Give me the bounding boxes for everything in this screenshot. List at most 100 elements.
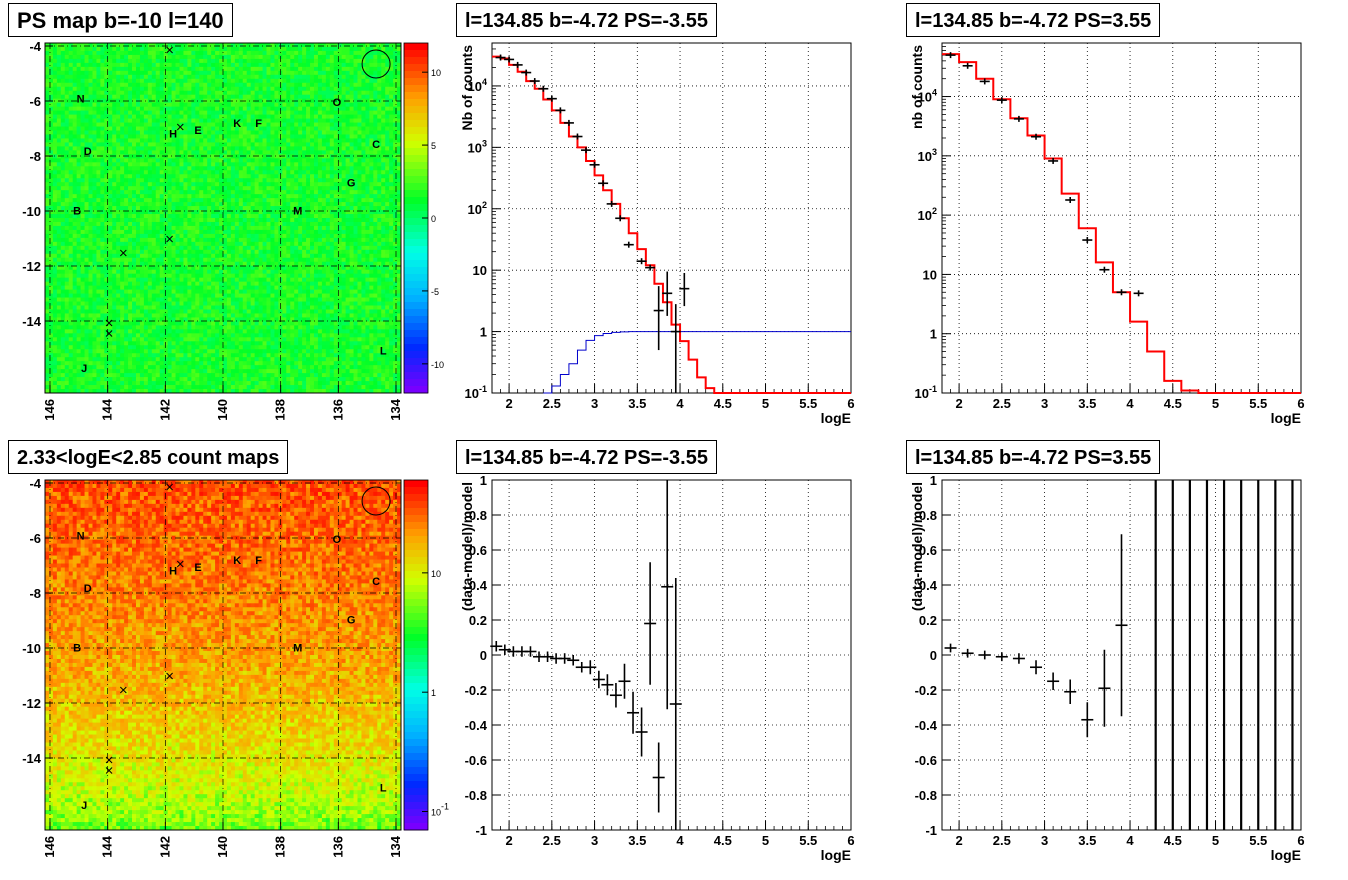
heatmap-cell [255,138,259,142]
heatmap-cell [183,59,187,63]
heatmap-cell [235,206,239,210]
heatmap-cell [203,214,207,218]
heatmap-cell [282,111,286,115]
heatmap-cell [270,230,274,234]
heatmap-cell [231,154,235,158]
heatmap-cell [85,170,89,174]
heatmap-cell [61,47,65,51]
heatmap-cell [365,258,369,262]
heatmap-cell [49,107,53,111]
heatmap-cell [270,134,274,138]
heatmap-cell [373,127,377,131]
heatmap-cell [393,154,397,158]
heatmap-cell [286,222,290,226]
heatmap-cell [92,234,96,238]
heatmap-cell [357,182,361,186]
heatmap-cell [223,182,227,186]
heatmap-cell [116,254,120,258]
heatmap-cell [342,234,346,238]
heatmap-cell [96,87,100,91]
heatmap-cell [128,111,132,115]
heatmap-cell [77,250,81,254]
heatmap-cell [81,138,85,142]
heatmap-cell [140,131,144,135]
heatmap-cell [191,230,195,234]
heatmap-cell [322,198,326,202]
heatmap-cell [310,55,314,59]
heatmap-cell [326,218,330,222]
heatmap-cell [263,43,267,47]
heatmap-cell [132,242,136,246]
heatmap-cell [354,222,358,226]
heatmap-cell [85,47,89,51]
heatmap-cell [96,127,100,131]
heatmap-cell [215,75,219,79]
heatmap-cell [195,91,199,95]
heatmap-cell [350,111,354,115]
heatmap-cell [112,190,116,194]
heatmap-cell [350,198,354,202]
heatmap-cell [140,47,144,51]
heatmap-cell [215,190,219,194]
heatmap-cell [235,190,239,194]
heatmap-cell [346,246,350,250]
heatmap-cell [160,222,164,226]
heatmap-cell [199,198,203,202]
heatmap-cell [251,178,255,182]
heatmap-cell [282,107,286,111]
heatmap-cell [73,79,77,83]
heatmap-cell [183,63,187,67]
heatmap-cell [120,142,124,146]
heatmap-cell [211,218,215,222]
heatmap-cell [100,158,104,162]
heatmap-cell [365,162,369,166]
heatmap-cell [89,87,93,91]
heatmap-cell [179,214,183,218]
heatmap-cell [377,71,381,75]
heatmap-cell [393,222,397,226]
heatmap-cell [314,250,318,254]
heatmap-cell [373,67,377,71]
heatmap-cell [365,154,369,158]
heatmap-cell [294,115,298,119]
heatmap-cell [326,63,330,67]
heatmap-cell [144,242,148,246]
heatmap-cell [393,158,397,162]
heatmap-cell [61,234,65,238]
heatmap-cell [207,206,211,210]
heatmap-cell [199,246,203,250]
heatmap-cell [318,198,322,202]
heatmap-cell [152,71,156,75]
heatmap-cell [172,87,176,91]
heatmap-cell [100,166,104,170]
heatmap-cell [381,111,385,115]
heatmap-cell [365,67,369,71]
heatmap-cell [365,123,369,127]
heatmap-cell [235,246,239,250]
heatmap-cell [132,222,136,226]
heatmap-cell [116,131,120,135]
heatmap-cell [152,115,156,119]
heatmap-cell [239,59,243,63]
heatmap-cell [45,174,49,178]
heatmap-cell [176,222,180,226]
heatmap-cell [385,134,389,138]
heatmap-cell [314,202,318,206]
heatmap-cell [342,75,346,79]
heatmap-cell [231,206,235,210]
heatmap-cell [104,226,108,230]
heatmap-cell [152,198,156,202]
heatmap-cell [365,134,369,138]
heatmap-cell [334,146,338,150]
heatmap-cell [156,142,160,146]
heatmap-cell [144,222,148,226]
heatmap-cell [385,222,389,226]
heatmap-cell [330,87,334,91]
heatmap-cell [124,258,128,262]
heatmap-cell [263,83,267,87]
heatmap-cell [346,198,350,202]
heatmap-cell [282,194,286,198]
heatmap-cell [85,226,89,230]
heatmap-cell [326,154,330,158]
heatmap-cell [53,226,57,230]
